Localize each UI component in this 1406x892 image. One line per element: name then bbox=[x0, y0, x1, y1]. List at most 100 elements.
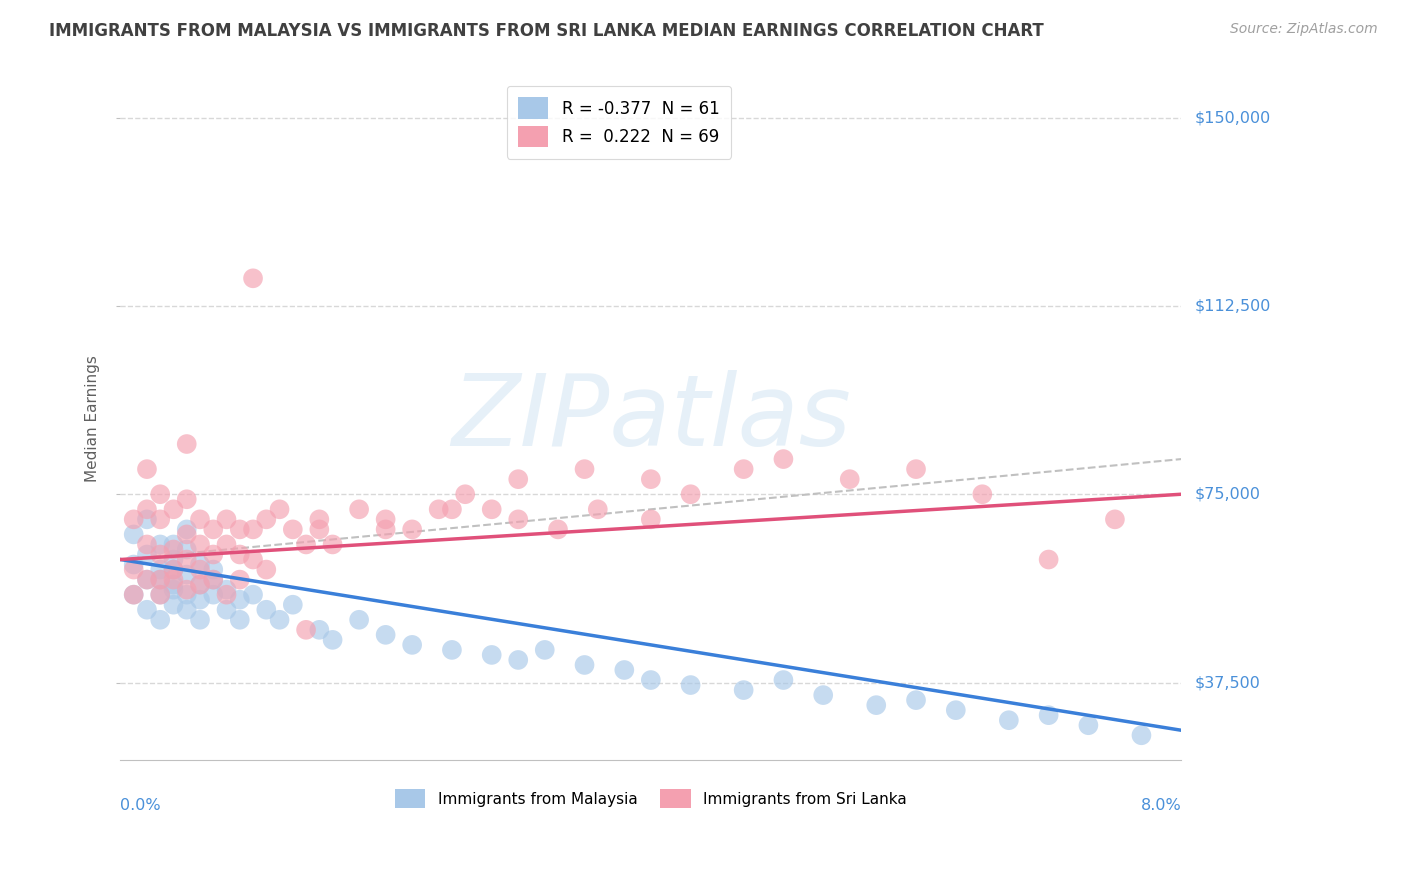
Point bbox=[188, 558, 211, 572]
Point bbox=[427, 502, 450, 516]
Point bbox=[347, 502, 370, 516]
Point bbox=[162, 598, 184, 612]
Point bbox=[188, 512, 211, 526]
Point bbox=[945, 703, 967, 717]
Point bbox=[176, 567, 198, 582]
Point bbox=[188, 537, 211, 551]
Point bbox=[401, 638, 423, 652]
Point bbox=[374, 628, 396, 642]
Point bbox=[1038, 552, 1060, 566]
Point bbox=[574, 657, 596, 672]
Text: Source: ZipAtlas.com: Source: ZipAtlas.com bbox=[1230, 22, 1378, 37]
Point bbox=[215, 603, 238, 617]
Point bbox=[136, 573, 159, 587]
Point bbox=[202, 522, 225, 536]
Point bbox=[176, 603, 198, 617]
Point bbox=[202, 588, 225, 602]
Point bbox=[679, 487, 702, 501]
Point bbox=[149, 548, 172, 562]
Point bbox=[176, 492, 198, 507]
Point bbox=[122, 588, 145, 602]
Point bbox=[440, 502, 463, 516]
Point bbox=[308, 522, 330, 536]
Text: 8.0%: 8.0% bbox=[1140, 798, 1181, 813]
Point bbox=[254, 512, 277, 526]
Point bbox=[865, 698, 887, 713]
Point bbox=[229, 548, 252, 562]
Point bbox=[202, 573, 225, 587]
Point bbox=[215, 512, 238, 526]
Text: 0.0%: 0.0% bbox=[121, 798, 162, 813]
Point bbox=[269, 502, 291, 516]
Point bbox=[136, 537, 159, 551]
Point bbox=[733, 683, 755, 698]
Point bbox=[1104, 512, 1126, 526]
Point bbox=[162, 563, 184, 577]
Point bbox=[374, 512, 396, 526]
Point bbox=[188, 577, 211, 591]
Point bbox=[613, 663, 636, 677]
Point bbox=[176, 552, 198, 566]
Point bbox=[149, 588, 172, 602]
Point bbox=[149, 537, 172, 551]
Point bbox=[176, 437, 198, 451]
Point bbox=[1130, 728, 1153, 742]
Point bbox=[215, 537, 238, 551]
Point bbox=[202, 563, 225, 577]
Point bbox=[136, 573, 159, 587]
Point bbox=[242, 588, 264, 602]
Point bbox=[242, 271, 264, 285]
Point bbox=[242, 522, 264, 536]
Point bbox=[162, 577, 184, 591]
Point bbox=[122, 588, 145, 602]
Point bbox=[229, 613, 252, 627]
Point bbox=[679, 678, 702, 692]
Point bbox=[295, 623, 318, 637]
Point bbox=[136, 502, 159, 516]
Y-axis label: Median Earnings: Median Earnings bbox=[86, 356, 100, 483]
Point bbox=[229, 573, 252, 587]
Point bbox=[547, 522, 569, 536]
Point bbox=[188, 577, 211, 591]
Point bbox=[640, 472, 662, 486]
Text: $37,500: $37,500 bbox=[1195, 675, 1261, 690]
Text: $75,000: $75,000 bbox=[1195, 487, 1261, 501]
Point bbox=[149, 613, 172, 627]
Point bbox=[149, 487, 172, 501]
Text: $150,000: $150,000 bbox=[1195, 110, 1271, 125]
Point bbox=[281, 598, 304, 612]
Point bbox=[242, 552, 264, 566]
Point bbox=[176, 542, 198, 557]
Point bbox=[401, 522, 423, 536]
Point bbox=[229, 592, 252, 607]
Point bbox=[772, 452, 794, 467]
Text: $112,500: $112,500 bbox=[1195, 299, 1271, 313]
Point bbox=[308, 623, 330, 637]
Point bbox=[176, 522, 198, 536]
Point bbox=[640, 673, 662, 687]
Point bbox=[122, 558, 145, 572]
Point bbox=[733, 462, 755, 476]
Point bbox=[508, 512, 530, 526]
Legend: Immigrants from Malaysia, Immigrants from Sri Lanka: Immigrants from Malaysia, Immigrants fro… bbox=[388, 783, 912, 814]
Point bbox=[281, 522, 304, 536]
Text: ZIPatlas: ZIPatlas bbox=[451, 370, 851, 467]
Point bbox=[176, 527, 198, 541]
Point bbox=[122, 527, 145, 541]
Point bbox=[374, 522, 396, 536]
Point bbox=[136, 462, 159, 476]
Point bbox=[202, 548, 225, 562]
Point bbox=[176, 582, 198, 597]
Point bbox=[254, 603, 277, 617]
Point bbox=[188, 592, 211, 607]
Text: IMMIGRANTS FROM MALAYSIA VS IMMIGRANTS FROM SRI LANKA MEDIAN EARNINGS CORRELATIO: IMMIGRANTS FROM MALAYSIA VS IMMIGRANTS F… bbox=[49, 22, 1045, 40]
Point bbox=[322, 537, 344, 551]
Point bbox=[1077, 718, 1099, 732]
Point bbox=[640, 512, 662, 526]
Point bbox=[162, 552, 184, 566]
Point bbox=[149, 512, 172, 526]
Point bbox=[322, 632, 344, 647]
Point bbox=[454, 487, 477, 501]
Point bbox=[269, 613, 291, 627]
Point bbox=[136, 548, 159, 562]
